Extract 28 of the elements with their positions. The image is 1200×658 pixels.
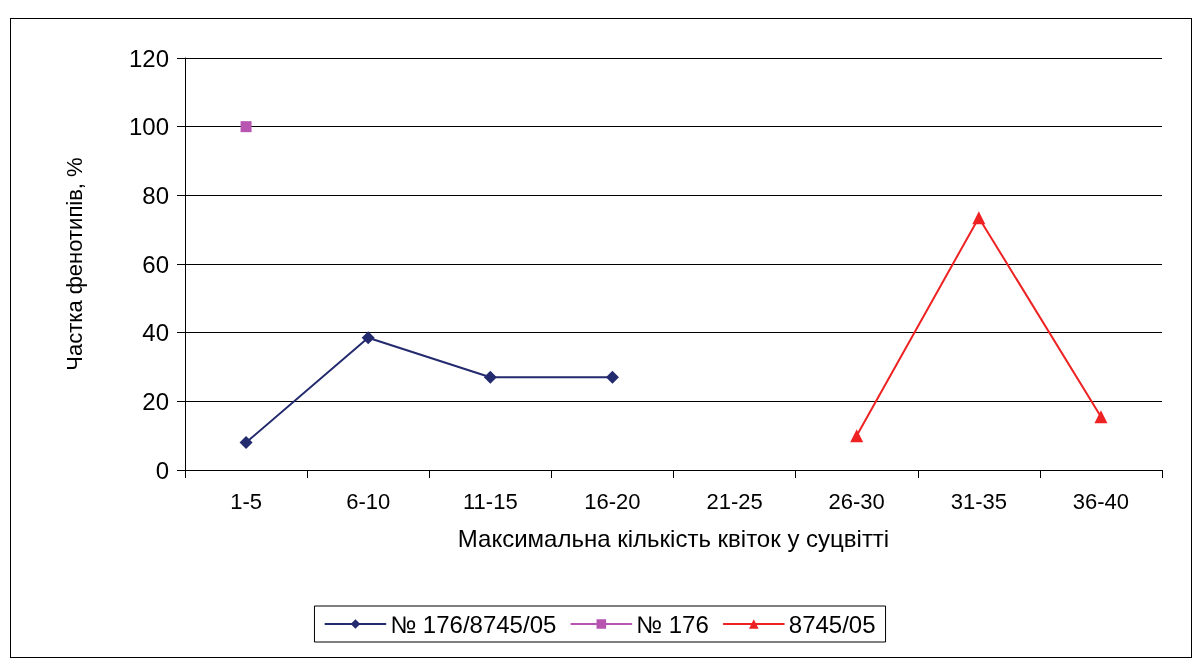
x-tick-label: 1-5	[230, 488, 262, 514]
y-tick-label: 80	[142, 181, 169, 209]
x-tick-label: 6-10	[346, 488, 391, 514]
legend-label: № 176/8745/05	[390, 610, 557, 638]
x-tick-label: 11-15	[462, 488, 518, 514]
y-tick-label: 0	[155, 456, 169, 484]
point	[605, 370, 619, 384]
point	[1094, 410, 1108, 424]
y-tick-label: 120	[128, 44, 169, 72]
x-tick-label: 31-35	[950, 488, 1007, 514]
y-tick-label: 100	[128, 113, 169, 141]
legend-label: № 176	[636, 610, 709, 638]
y-tick-label: 60	[142, 250, 169, 278]
point	[239, 436, 253, 450]
point	[850, 429, 864, 443]
y-tick-label: 20	[142, 387, 169, 415]
point	[240, 121, 252, 133]
point	[483, 370, 497, 384]
y-axis-title: Частка фенотипів, %	[61, 157, 87, 371]
legend-label: 8745/05	[788, 610, 876, 638]
y-tick-label: 40	[142, 319, 169, 347]
x-axis-title: Максимальна кількість квіток у суцвітті	[457, 524, 890, 552]
x-tick-label: 36-40	[1072, 488, 1130, 514]
x-tick-label: 16-20	[584, 488, 641, 514]
x-tick-label: 21-25	[706, 488, 763, 514]
point	[972, 211, 986, 225]
x-tick-label: 26-30	[828, 488, 885, 514]
point	[361, 331, 375, 345]
